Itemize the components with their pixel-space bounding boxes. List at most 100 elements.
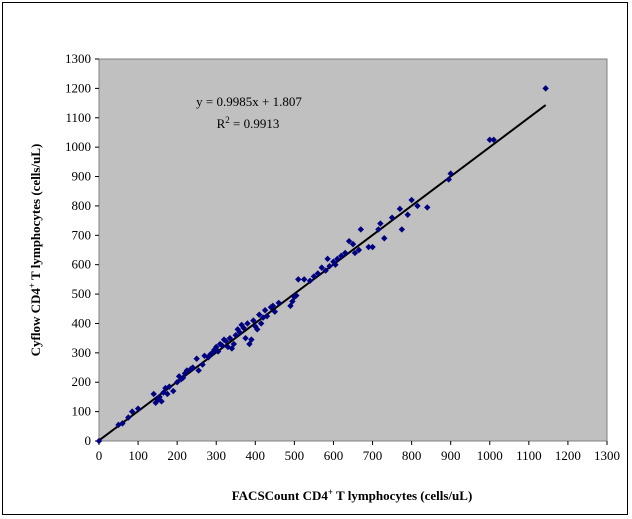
data-point — [377, 220, 384, 227]
data-point — [228, 345, 236, 352]
x-tick-label: 1200 — [555, 448, 581, 463]
y-tick-label: 1000 — [65, 139, 91, 154]
data-point — [542, 85, 549, 92]
y-axis-title: Cyflow CD4+ T lymphocytes (cells/uL) — [27, 144, 43, 357]
y-tick-label: 500 — [72, 286, 92, 301]
data-point — [261, 307, 269, 314]
y-axis: 0 100 200 300 400 500 600 700 800 900 1000 1100 1200… — [65, 51, 99, 448]
data-point — [207, 351, 214, 358]
data-point — [332, 261, 339, 268]
data-points — [95, 85, 549, 445]
data-point — [365, 243, 372, 251]
data-point — [351, 249, 359, 257]
x-tick-label: 400 — [246, 448, 266, 463]
data-point — [306, 277, 314, 285]
x-tick-label: 1100 — [516, 448, 542, 463]
data-point — [195, 367, 202, 374]
equation-label: y = 0.9985x + 1.807 — [196, 94, 302, 109]
data-point — [179, 374, 187, 382]
data-point — [201, 352, 208, 359]
data-point — [445, 176, 452, 183]
data-point — [396, 205, 404, 213]
data-point — [254, 326, 261, 333]
data-point — [216, 340, 224, 348]
data-point — [238, 321, 245, 329]
x-tick-label: 600 — [324, 448, 344, 463]
y-tick-label: 300 — [72, 345, 92, 360]
data-point — [158, 398, 165, 405]
data-point — [263, 312, 271, 320]
data-point — [300, 276, 308, 283]
x-tick-label: 900 — [441, 448, 461, 463]
data-point — [240, 324, 247, 332]
x-axis-title: FACSCount CD4+ T lymphocytes (cells/uL) — [232, 487, 473, 503]
data-point — [369, 243, 376, 251]
data-point — [381, 235, 388, 242]
x-axis: 0 100 200 300 400 500 600 700 800 900 1000 1100 1200… — [96, 441, 620, 463]
data-point — [166, 383, 173, 390]
data-point — [388, 214, 396, 221]
r-squared-label: R2 = 0.9913 — [217, 115, 280, 131]
y-tick-label: 800 — [72, 198, 92, 213]
data-point — [324, 255, 331, 263]
data-point — [314, 270, 322, 277]
data-point — [226, 334, 234, 342]
data-point — [218, 342, 226, 349]
data-point — [424, 204, 431, 211]
data-point — [404, 211, 411, 218]
data-point — [150, 390, 157, 398]
x-tick-label: 200 — [167, 448, 187, 463]
y-tick-label: 1200 — [65, 80, 91, 95]
data-point — [173, 379, 181, 386]
data-point — [244, 320, 251, 327]
x-tick-label: 300 — [206, 448, 226, 463]
trendline — [98, 104, 547, 442]
data-point — [293, 292, 300, 299]
data-point — [345, 237, 353, 245]
data-point — [189, 364, 196, 371]
y-tick-label: 400 — [72, 315, 92, 330]
y-tick-label: 600 — [72, 257, 92, 272]
data-point — [164, 390, 171, 398]
data-point — [232, 332, 239, 339]
data-point — [129, 408, 136, 415]
data-point — [193, 355, 200, 362]
data-point — [115, 421, 122, 429]
data-point — [318, 264, 325, 271]
data-point — [134, 405, 142, 412]
data-point — [375, 226, 382, 233]
data-point — [357, 226, 365, 233]
y-tick-label: 1100 — [65, 110, 91, 125]
data-point — [271, 308, 279, 315]
data-point — [355, 246, 363, 254]
data-point — [125, 414, 132, 421]
x-tick-label: 800 — [402, 448, 422, 463]
data-point — [214, 348, 222, 355]
data-point — [408, 196, 415, 204]
data-point — [310, 273, 318, 280]
data-point — [248, 336, 255, 343]
x-tick-label: 1300 — [594, 448, 620, 463]
x-tick-label: 0 — [96, 448, 103, 463]
data-point — [398, 226, 406, 233]
data-point — [199, 361, 206, 368]
data-point — [341, 249, 349, 257]
y-tick-label: 900 — [72, 169, 92, 184]
data-point — [338, 252, 345, 260]
x-tick-label: 100 — [128, 448, 148, 463]
data-point — [242, 334, 249, 342]
data-point — [222, 337, 230, 345]
data-point — [414, 202, 421, 210]
data-point — [170, 387, 177, 395]
data-point — [486, 136, 493, 144]
x-tick-label: 500 — [285, 448, 305, 463]
data-point — [119, 420, 126, 427]
y-tick-label: 1300 — [65, 51, 91, 66]
data-point — [257, 320, 265, 327]
data-point — [322, 267, 329, 274]
data-point — [447, 170, 454, 177]
data-point — [236, 329, 243, 336]
y-tick-label: 100 — [72, 404, 92, 419]
data-point — [269, 302, 277, 310]
